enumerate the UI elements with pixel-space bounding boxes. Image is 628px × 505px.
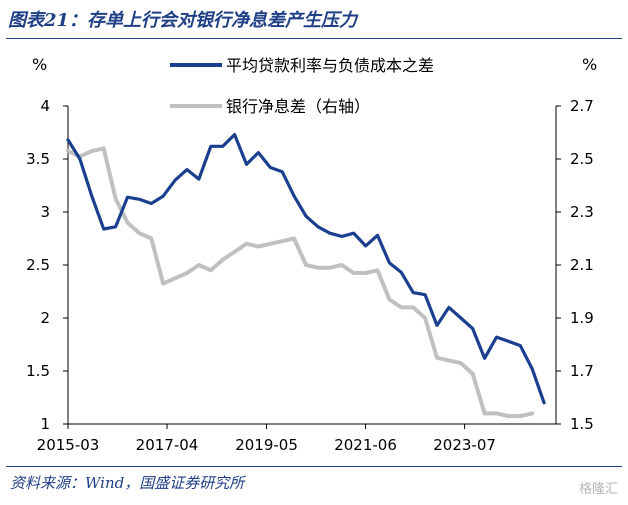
left-tick-label: 4	[40, 97, 50, 115]
right-tick-label: 2.5	[570, 150, 594, 168]
x-tick-label: 2023-07	[433, 436, 496, 454]
x-tick-label: 2019-05	[235, 436, 298, 454]
series-layer	[66, 133, 546, 419]
x-axis-ticks: 2015-03 2017-04 2019-05 2021-06 2023-07	[37, 424, 496, 454]
series-line-nim	[66, 146, 535, 419]
watermark-logo: 格隆汇	[578, 482, 618, 497]
right-axis-unit: %	[582, 55, 597, 74]
left-tick-label: 3.5	[26, 150, 50, 168]
left-tick-label: 3	[40, 203, 50, 221]
source-note: 资料来源：Wind，国盛证券研究所	[10, 474, 245, 492]
series-line-spread	[66, 133, 546, 405]
left-tick-label: 1	[40, 415, 50, 433]
left-tick-label: 2.5	[26, 256, 50, 274]
right-tick-label: 2.7	[570, 97, 594, 115]
legend: 平均贷款利率与负债成本之差 银行净息差（右轴）	[170, 56, 434, 116]
right-tick-label: 1.9	[570, 309, 594, 327]
source-divider	[6, 466, 622, 467]
x-tick-label: 2017-04	[136, 436, 199, 454]
left-tick-label: 1.5	[26, 362, 50, 380]
figure-title: 图表21：存单上行会对银行净息差产生压力	[8, 10, 358, 31]
right-tick-label: 1.7	[570, 362, 594, 380]
left-axis-unit: %	[32, 55, 47, 74]
right-tick-label: 2.1	[570, 256, 594, 274]
legend-label-spread: 平均贷款利率与负债成本之差	[226, 56, 434, 75]
x-tick-label: 2021-06	[334, 436, 397, 454]
legend-label-nim: 银行净息差（右轴）	[226, 97, 370, 116]
right-axis-ticks: 1.5 1.7 1.9 2.1 2.3 2.5 2.7	[556, 97, 594, 433]
left-tick-label: 2	[40, 309, 50, 327]
right-tick-label: 1.5	[570, 415, 594, 433]
title-divider	[6, 38, 622, 39]
x-tick-label: 2015-03	[37, 436, 100, 454]
left-axis-ticks: 1 1.5 2 2.5 3 3.5 4	[26, 97, 68, 433]
right-tick-label: 2.3	[570, 203, 594, 221]
